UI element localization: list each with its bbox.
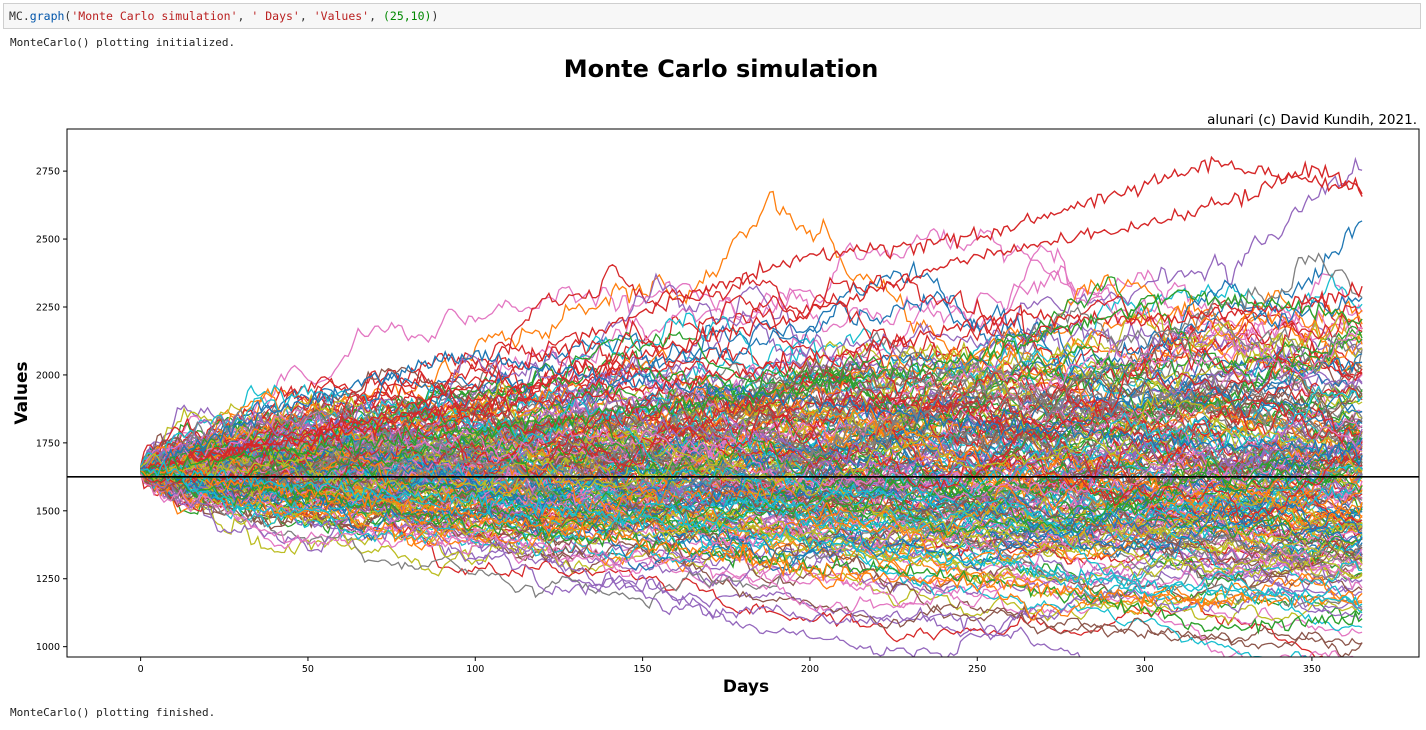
code-arg-xlabel: ' Days' xyxy=(251,9,300,23)
series-line xyxy=(140,462,1363,592)
series-line xyxy=(140,454,1363,637)
series-line xyxy=(140,473,1363,607)
plot-frame xyxy=(66,128,1420,658)
y-tick-label: 2500 xyxy=(36,235,60,246)
series-line xyxy=(140,354,1363,483)
series-line-highlight xyxy=(140,155,1363,472)
series-line xyxy=(140,460,1363,536)
x-tick-label: 0 xyxy=(138,664,144,675)
series-line xyxy=(140,473,1363,610)
y-tick-label: 2750 xyxy=(36,167,60,178)
series-line xyxy=(140,444,1363,548)
x-axis-label: Days xyxy=(723,677,769,697)
series-line xyxy=(140,397,1363,587)
series-line xyxy=(140,433,1363,562)
series-line xyxy=(140,295,1363,473)
series-line xyxy=(140,470,1363,638)
code-object: MC xyxy=(9,9,23,23)
y-tick-label: 1000 xyxy=(36,642,60,653)
series-line xyxy=(140,463,1363,538)
x-tick-label: 350 xyxy=(1303,664,1321,675)
output-init-message: MonteCarlo() plotting initialized. xyxy=(10,36,236,49)
x-tick-label: 300 xyxy=(1136,664,1154,675)
series-line xyxy=(140,433,1363,586)
series-line xyxy=(140,351,1363,472)
x-tick-label: 100 xyxy=(466,664,484,675)
series-line xyxy=(140,464,1363,614)
series-line xyxy=(140,470,1363,578)
y-tick-label: 2250 xyxy=(36,302,60,313)
y-tick-label: 1500 xyxy=(36,506,60,517)
series-line xyxy=(139,473,1363,614)
code-arg-figsize: (25,10) xyxy=(382,9,432,23)
series-line-highlight xyxy=(140,459,1363,609)
series-line-highlight xyxy=(140,289,1363,477)
series-line xyxy=(140,445,1363,621)
series-line xyxy=(140,447,1363,542)
x-tick-label: 250 xyxy=(968,664,986,675)
series-line-highlight xyxy=(140,349,1363,473)
series-line-highlight xyxy=(140,160,1363,477)
code-arg-ylabel: 'Values' xyxy=(313,9,370,23)
series-lines xyxy=(139,155,1363,657)
x-axis-ticks: 0 50 100 150 200 250 300 350 xyxy=(138,657,1321,675)
x-tick-label: 50 xyxy=(302,664,314,675)
y-axis-ticks: 1000 1250 1500 1750 2000 2250 2500 2750 xyxy=(36,167,67,653)
chart-credit: alunari (c) David Kundih, 2021. xyxy=(1207,112,1417,128)
y-tick-label: 1250 xyxy=(36,574,60,585)
series-line xyxy=(140,390,1363,484)
y-axis-label: Values xyxy=(12,361,32,424)
series-line xyxy=(140,260,1363,472)
series-line xyxy=(140,326,1363,505)
y-tick-label: 2000 xyxy=(36,370,60,381)
y-tick-label: 1750 xyxy=(36,438,60,449)
code-method: graph xyxy=(29,9,65,23)
chart-title: Monte Carlo simulation xyxy=(564,55,879,83)
series-line-highlight xyxy=(140,466,1363,613)
output-finish-message: MonteCarlo() plotting finished. xyxy=(10,706,216,719)
series-line xyxy=(140,441,1363,650)
series-line xyxy=(140,456,1308,657)
series-line xyxy=(140,370,1363,521)
code-cell[interactable]: MC.graph('Monte Carlo simulation', ' Day… xyxy=(3,3,1421,29)
series-line-highlight xyxy=(140,281,1363,471)
series-line xyxy=(140,465,1363,572)
series-line xyxy=(140,360,1363,490)
series-line xyxy=(139,354,1363,480)
x-tick-label: 200 xyxy=(801,664,819,675)
x-tick-label: 150 xyxy=(634,664,652,675)
code-arg-title: 'Monte Carlo simulation' xyxy=(71,9,238,23)
